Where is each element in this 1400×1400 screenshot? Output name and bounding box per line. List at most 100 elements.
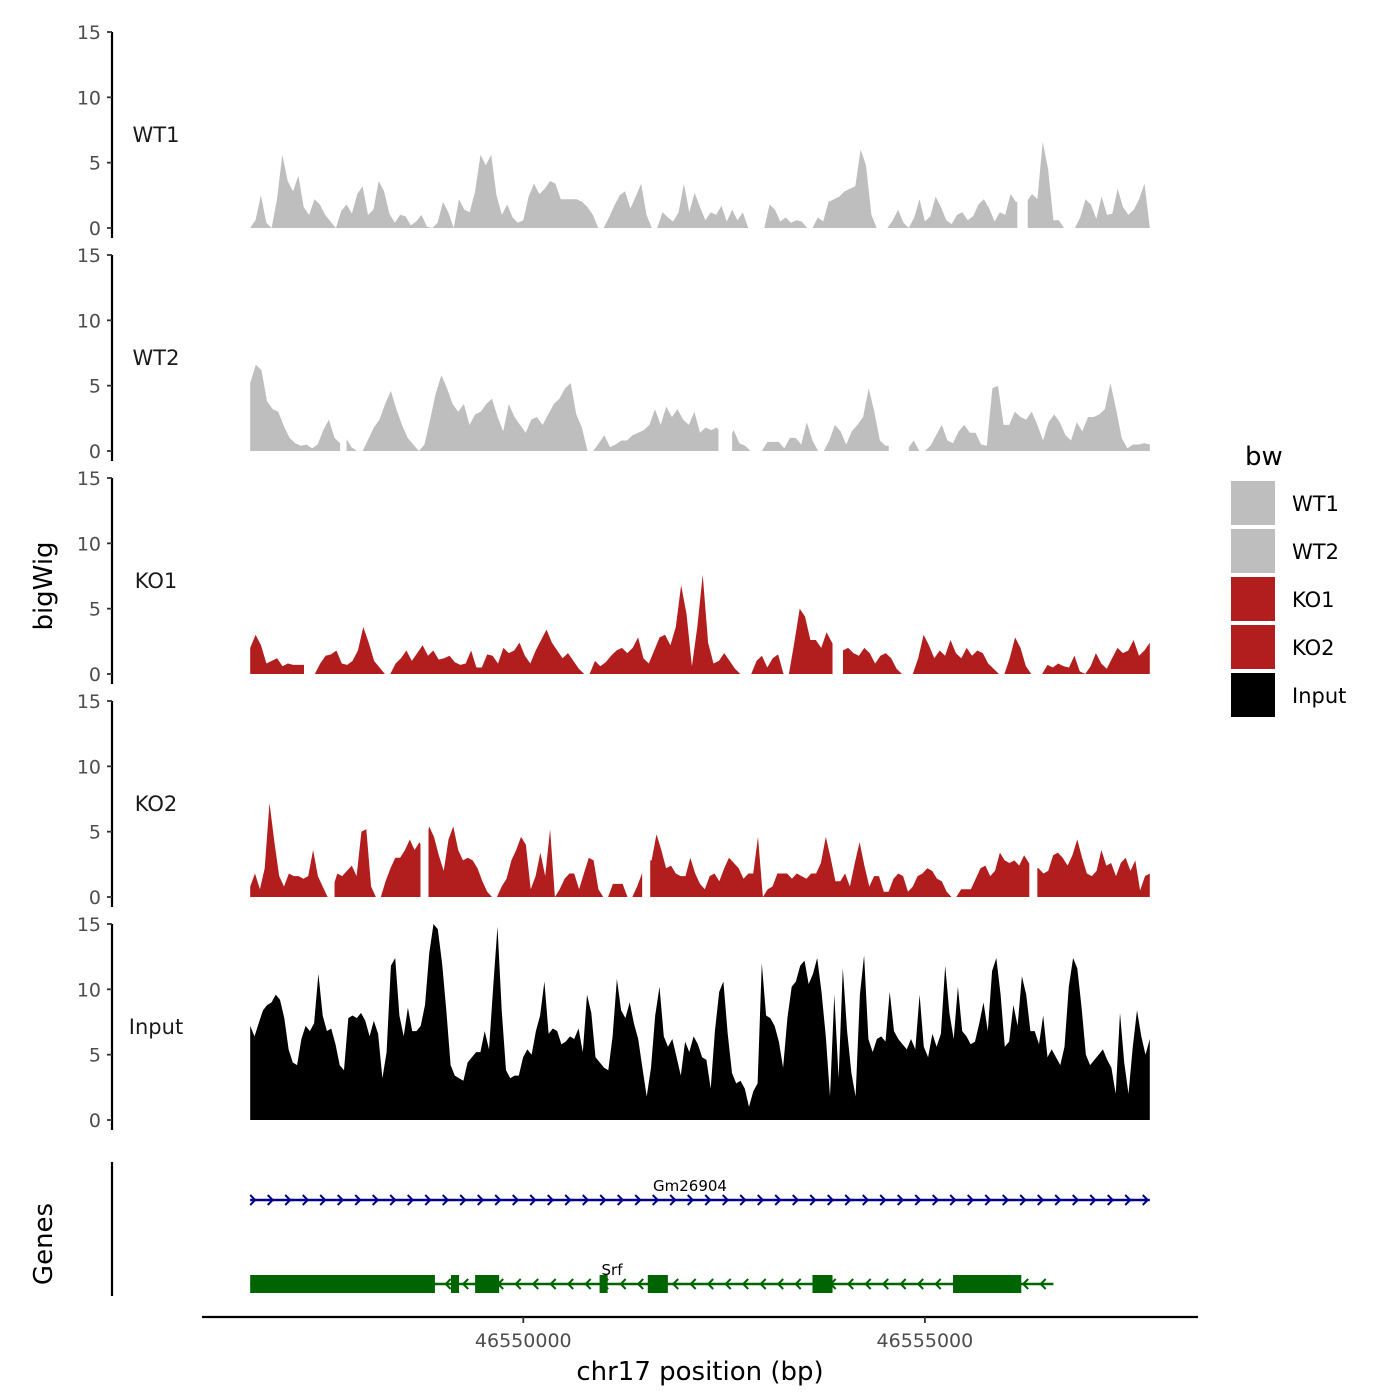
strand-arrow [371,1194,380,1206]
legend-swatch [1231,529,1275,573]
strand-arrow [619,1278,627,1290]
strand-arrow [966,1194,975,1206]
legend-swatch [1231,673,1275,717]
strand-arrow [724,1278,732,1290]
y-tick-label: 0 [89,664,101,686]
strand-arrow [514,1278,522,1290]
strand-arrow [336,1194,345,1206]
track-label: WT1 [133,123,180,147]
strand-arrow [791,1194,800,1206]
y-tick-label: 15 [77,22,101,44]
strand-arrow [389,1194,397,1206]
y-tick-label: 15 [77,691,101,713]
legend-swatch [1231,481,1275,525]
strand-arrow [759,1278,767,1290]
coverage-gap [888,253,909,453]
strand-arrow [984,1194,992,1206]
strand-arrow [879,1194,887,1206]
y-axis-title: bigWig [29,541,59,630]
strand-arrow [776,1278,784,1290]
strand-arrow [931,1194,940,1206]
coverage-gap [420,699,429,899]
strand-arrow [826,1194,835,1206]
strand-arrow [319,1194,327,1206]
strand-arrow [689,1278,697,1290]
legend-swatch [1231,577,1275,621]
strand-arrow [599,1194,607,1206]
track-wt2: 0 5 10 15 WT2 [77,245,1150,463]
legend-label: WT2 [1292,540,1339,564]
y-tick-label: 15 [77,245,101,267]
strand-arrow [301,1194,310,1206]
gene-exon [475,1275,500,1293]
gene-name-label: Srf [602,1261,624,1279]
strand-arrow [1036,1194,1045,1206]
coverage-area [250,364,1150,451]
coverage-area [250,802,1150,897]
y-tick-label: 5 [89,1045,101,1067]
strand-arrow [844,1194,852,1206]
strand-arrow [476,1194,485,1206]
gene-name-label: Gm26904 [653,1177,727,1195]
strand-arrow [566,1278,574,1290]
strand-arrow [899,1278,907,1290]
strand-arrow [881,1278,889,1290]
strand-arrow [459,1194,467,1206]
x-axis: 46550000 46555000 [202,1315,1198,1352]
coverage-gap [340,253,347,453]
strand-arrow [546,1194,555,1206]
coverage-gap [328,699,335,899]
strand-arrow [949,1194,957,1206]
y-tick-label: 15 [77,914,101,936]
coverage-gap [718,253,733,453]
strand-arrow [284,1194,292,1206]
gene-exon [953,1275,1022,1293]
strand-arrow [529,1194,537,1206]
strand-arrow [1001,1194,1010,1206]
y-tick-label: 0 [89,887,101,909]
track-ko2: 0 5 10 15 KO2 [77,691,1150,909]
strand-arrow [461,1278,469,1290]
strand-arrow [511,1194,520,1206]
genes-track: Gm26904 Srf [110,1162,1150,1296]
x-tick-label: 46555000 [877,1330,974,1352]
strand-arrow [1141,1194,1150,1206]
y-tick-label: 15 [77,468,101,490]
y-tick-label: 10 [77,979,101,1001]
y-tick-label: 10 [77,533,101,555]
coverage-area [250,924,1150,1120]
legend: bw WT1 WT2 KO1 KO2 Input [1231,442,1346,717]
strand-arrow [616,1194,625,1206]
strand-arrow [266,1194,275,1206]
legend-swatch [1231,625,1275,669]
y-tick-label: 5 [89,822,101,844]
strand-arrow [741,1278,749,1290]
strand-arrow [581,1194,590,1206]
strand-arrow [494,1194,502,1206]
coverage-gap [1029,699,1038,899]
strand-arrow [634,1194,642,1206]
genes-axis-title: Genes [29,1203,59,1285]
strand-arrow [549,1278,557,1290]
strand-arrow [809,1194,817,1206]
strand-arrow [1019,1194,1027,1206]
strand-arrow [1054,1194,1062,1206]
gene-srf: Srf [250,1261,1054,1293]
strand-arrow [406,1194,415,1206]
legend-label: Input [1292,684,1346,708]
gene-exon [647,1275,668,1293]
strand-arrow [739,1194,747,1206]
strand-arrow [1106,1194,1115,1206]
strand-arrow [864,1278,872,1290]
strand-arrow [1089,1194,1097,1206]
coverage-area [250,574,1150,674]
strand-arrow [1039,1278,1047,1290]
gene-exon [812,1275,833,1293]
strand-arrow [794,1278,802,1290]
strand-arrow [896,1194,905,1206]
track-wt1: 0 5 10 15 WT1 [77,22,1150,240]
strand-arrow [706,1278,714,1290]
strand-arrow [671,1278,679,1290]
y-tick-label: 5 [89,153,101,175]
